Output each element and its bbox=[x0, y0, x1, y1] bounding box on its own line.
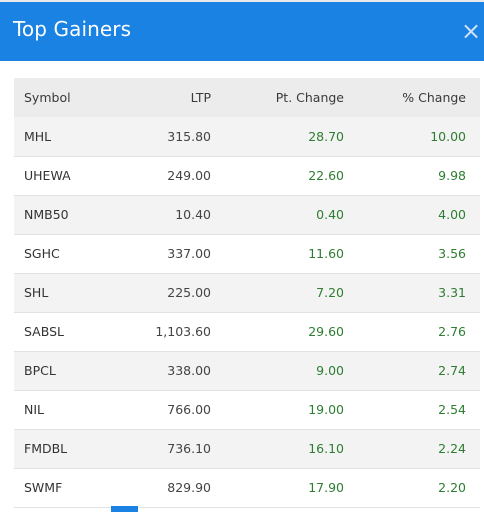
close-icon[interactable]: × bbox=[461, 17, 482, 45]
ltp-cell: 249.00 bbox=[118, 156, 225, 196]
symbol-cell: SGHC bbox=[14, 234, 118, 274]
ltp-cell: 338.00 bbox=[118, 351, 225, 391]
ltp-cell: 1,103.60 bbox=[118, 312, 225, 352]
ltp-cell: 10.40 bbox=[118, 195, 225, 235]
symbol-cell: FMDBL bbox=[14, 429, 118, 469]
column-header-pct-change[interactable]: % Change bbox=[358, 78, 480, 117]
pct-change-cell: 2.24 bbox=[358, 429, 480, 469]
column-header-ltp[interactable]: LTP bbox=[118, 78, 225, 117]
modal-header: Top Gainers × bbox=[0, 2, 484, 61]
background-strip bbox=[0, 0, 484, 2]
pct-change-cell: 2.74 bbox=[358, 351, 480, 391]
top-gainers-table: Symbol LTP Pt. Change % Change MHL 315.80… bbox=[14, 78, 480, 508]
pt-change-cell: 19.00 bbox=[225, 390, 358, 430]
ltp-cell: 337.00 bbox=[118, 234, 225, 274]
pt-change-cell: 7.20 bbox=[225, 273, 358, 313]
pt-change-cell: 16.10 bbox=[225, 429, 358, 469]
table-row[interactable]: BPCL 338.00 9.00 2.74 bbox=[14, 351, 480, 391]
pt-change-cell: 29.60 bbox=[225, 312, 358, 352]
table-header-row: Symbol LTP Pt. Change % Change bbox=[14, 78, 480, 117]
pct-change-cell: 3.31 bbox=[358, 273, 480, 313]
pct-change-cell: 3.56 bbox=[358, 234, 480, 274]
symbol-cell: MHL bbox=[14, 117, 118, 157]
table-row[interactable]: UHEWA 249.00 22.60 9.98 bbox=[14, 156, 480, 196]
symbol-cell: SABSL bbox=[14, 312, 118, 352]
pt-change-cell: 22.60 bbox=[225, 156, 358, 196]
pt-change-cell: 9.00 bbox=[225, 351, 358, 391]
ltp-cell: 315.80 bbox=[118, 117, 225, 157]
pt-change-cell: 28.70 bbox=[225, 117, 358, 157]
ltp-cell: 225.00 bbox=[118, 273, 225, 313]
table-row[interactable]: MHL 315.80 28.70 10.00 bbox=[14, 117, 480, 157]
pct-change-cell: 4.00 bbox=[358, 195, 480, 235]
pct-change-cell: 2.76 bbox=[358, 312, 480, 352]
table-row[interactable]: FMDBL 736.10 16.10 2.24 bbox=[14, 429, 480, 469]
symbol-cell: SHL bbox=[14, 273, 118, 313]
symbol-cell: UHEWA bbox=[14, 156, 118, 196]
column-header-symbol[interactable]: Symbol bbox=[14, 78, 118, 117]
table-row[interactable]: SHL 225.00 7.20 3.31 bbox=[14, 273, 480, 313]
pt-change-cell: 0.40 bbox=[225, 195, 358, 235]
table-row[interactable]: NMB50 10.40 0.40 4.00 bbox=[14, 195, 480, 235]
ltp-cell: 829.90 bbox=[118, 468, 225, 508]
column-header-pt-change[interactable]: Pt. Change bbox=[225, 78, 358, 117]
table-row[interactable]: NIL 766.00 19.00 2.54 bbox=[14, 390, 480, 430]
pt-change-cell: 11.60 bbox=[225, 234, 358, 274]
ltp-cell: 766.00 bbox=[118, 390, 225, 430]
symbol-cell: NMB50 bbox=[14, 195, 118, 235]
table-row[interactable]: SWMF 829.90 17.90 2.20 bbox=[14, 468, 480, 508]
pct-change-cell: 9.98 bbox=[358, 156, 480, 196]
symbol-cell: NIL bbox=[14, 390, 118, 430]
table-row[interactable]: SGHC 337.00 11.60 3.56 bbox=[14, 234, 480, 274]
ltp-cell: 736.10 bbox=[118, 429, 225, 469]
table-row[interactable]: SABSL 1,103.60 29.60 2.76 bbox=[14, 312, 480, 352]
scroll-indicator[interactable] bbox=[111, 506, 138, 512]
pct-change-cell: 2.54 bbox=[358, 390, 480, 430]
symbol-cell: BPCL bbox=[14, 351, 118, 391]
pt-change-cell: 17.90 bbox=[225, 468, 358, 508]
pct-change-cell: 10.00 bbox=[358, 117, 480, 157]
symbol-cell: SWMF bbox=[14, 468, 118, 508]
pct-change-cell: 2.20 bbox=[358, 468, 480, 508]
modal-title: Top Gainers bbox=[13, 17, 132, 41]
